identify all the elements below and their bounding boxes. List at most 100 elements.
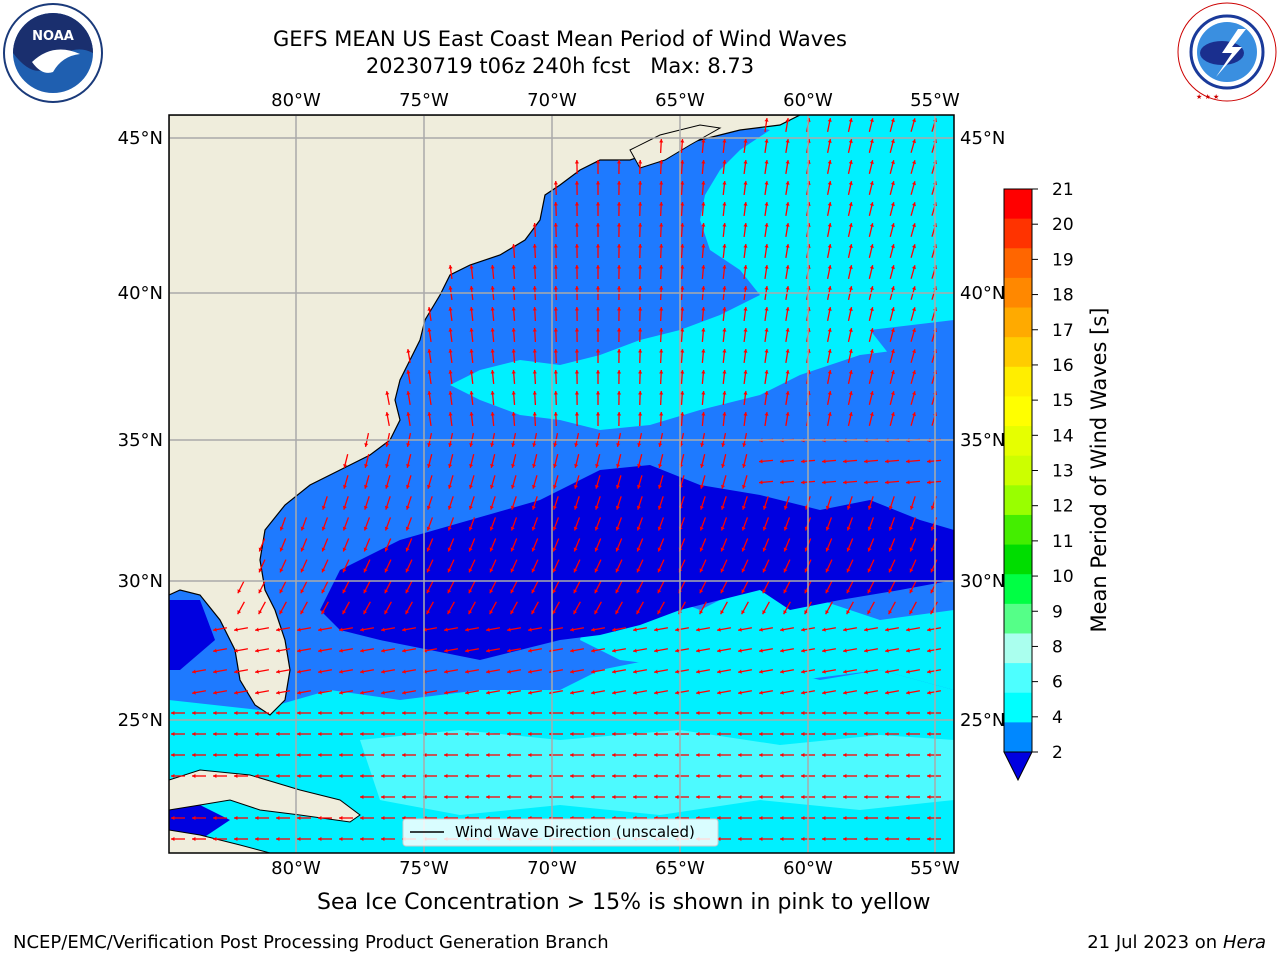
direction-arrowhead [864, 690, 868, 695]
direction-arrowhead [659, 412, 664, 416]
direction-arrowhead [743, 202, 748, 206]
direction-arrowhead [827, 139, 832, 143]
direction-arrowhead [822, 690, 826, 695]
direction-arrowhead [406, 349, 411, 353]
direction-arrowhead [171, 731, 175, 737]
lon-label: 75°W [399, 858, 449, 879]
direction-arrowhead [339, 752, 343, 758]
colorbar-tick-label: 21 [1052, 180, 1074, 200]
direction-arrowhead [574, 202, 579, 206]
direction-arrowhead [801, 794, 805, 800]
direction-arrowhead [427, 370, 432, 374]
direction-arrowhead [722, 265, 727, 269]
direction-arrowhead [738, 648, 742, 653]
direction-arrowhead [339, 731, 343, 737]
direction-arrowhead [444, 648, 448, 653]
direction-arrowhead [759, 627, 763, 632]
direction-arrowhead [465, 794, 469, 800]
direction-arrowhead [764, 328, 769, 332]
direction-arrowhead [657, 547, 662, 552]
direction-arrowhead [574, 349, 579, 353]
direction-arrowhead [738, 690, 742, 695]
direction-arrowhead [654, 752, 658, 758]
lat-label: 30°N [118, 571, 163, 592]
direction-arrowhead [822, 669, 826, 674]
direction-arrowhead [846, 568, 851, 573]
colorbar-segment [1004, 574, 1032, 605]
direction-arrowhead [785, 370, 790, 374]
direction-arrowhead [595, 328, 601, 332]
direction-arrowhead [297, 815, 301, 821]
period-band-low [320, 465, 954, 660]
direction-arrowhead [276, 815, 280, 821]
direction-arrowhead [552, 568, 557, 573]
direction-arrowhead [616, 443, 621, 447]
footer-credit: NCEP/EMC/Verification Post Processing Pr… [13, 932, 609, 953]
direction-arrowhead [843, 752, 847, 758]
direction-arrowhead [553, 286, 558, 290]
direction-arrowhead [848, 223, 853, 227]
direction-arrowhead [276, 710, 280, 716]
direction-arrowhead [801, 710, 805, 716]
colorbar-tick-label: 8 [1052, 637, 1063, 657]
direction-arrowhead [381, 836, 385, 842]
direction-arrowhead [279, 547, 284, 552]
direction-arrowhead [511, 412, 516, 416]
direction-arrowhead [612, 752, 616, 758]
direction-arrowhead [843, 690, 847, 695]
noaa-logo-text: NOAA [32, 29, 74, 44]
direction-arrowhead [469, 265, 474, 269]
direction-arrowhead [822, 773, 826, 779]
lat-label: 40°N [118, 283, 163, 304]
direction-arrowhead [339, 815, 343, 821]
direction-arrowhead [192, 815, 196, 821]
direction-arrowhead [759, 773, 763, 779]
direction-arrowhead [722, 349, 727, 353]
direction-arrowhead [633, 731, 637, 737]
direction-arrowhead [591, 731, 595, 737]
direction-arrowhead [490, 391, 495, 395]
direction-arrowhead [573, 505, 578, 510]
direction-arrowhead [381, 773, 385, 779]
colorbar-segment [1004, 248, 1032, 279]
direction-arrowhead [822, 794, 826, 800]
direction-arrowhead [906, 480, 910, 485]
direction-arrowhead [906, 731, 910, 737]
direction-arrowhead [764, 202, 769, 206]
direction-arrowhead [717, 815, 721, 821]
graticule [169, 115, 954, 853]
direction-arrowhead [465, 627, 469, 632]
direction-arrowhead [827, 223, 832, 227]
direction-arrowhead [636, 526, 641, 531]
direction-arrowhead [846, 610, 851, 615]
direction-arrowhead [783, 568, 788, 573]
direction-arrowhead [595, 223, 601, 227]
direction-arrowhead [885, 480, 889, 485]
direction-arrowhead [911, 370, 916, 375]
direction-arrowhead [406, 391, 411, 395]
direction-arrowhead [363, 505, 368, 510]
colorbar-segment [1004, 514, 1032, 546]
direction-arrowhead [255, 815, 259, 821]
direction-arrowhead [890, 118, 895, 123]
direction-arrowhead [701, 391, 706, 395]
period-band-light [360, 730, 954, 815]
direction-arrowhead [255, 752, 259, 758]
direction-arrowhead [427, 328, 432, 332]
direction-arrowhead [616, 349, 622, 353]
direction-arrowhead [213, 648, 217, 653]
direction-arrowhead [637, 443, 642, 447]
direction-arrowhead [507, 794, 511, 800]
direction-arrowhead [909, 589, 914, 594]
direction-arrowhead [890, 265, 895, 270]
direction-arrowhead [738, 752, 742, 758]
direction-arrowhead [616, 223, 622, 227]
direction-arrowhead [276, 627, 280, 632]
direction-arrowhead [742, 484, 746, 489]
direction-arrowhead [591, 690, 595, 695]
colorbar-segment [1004, 603, 1032, 634]
direction-arrowhead [447, 589, 452, 594]
lon-labels-top: 80°W 75°W 70°W 65°W 60°W 55°W [271, 90, 960, 111]
direction-arrowhead [722, 391, 727, 395]
direction-arrowhead [300, 589, 305, 594]
